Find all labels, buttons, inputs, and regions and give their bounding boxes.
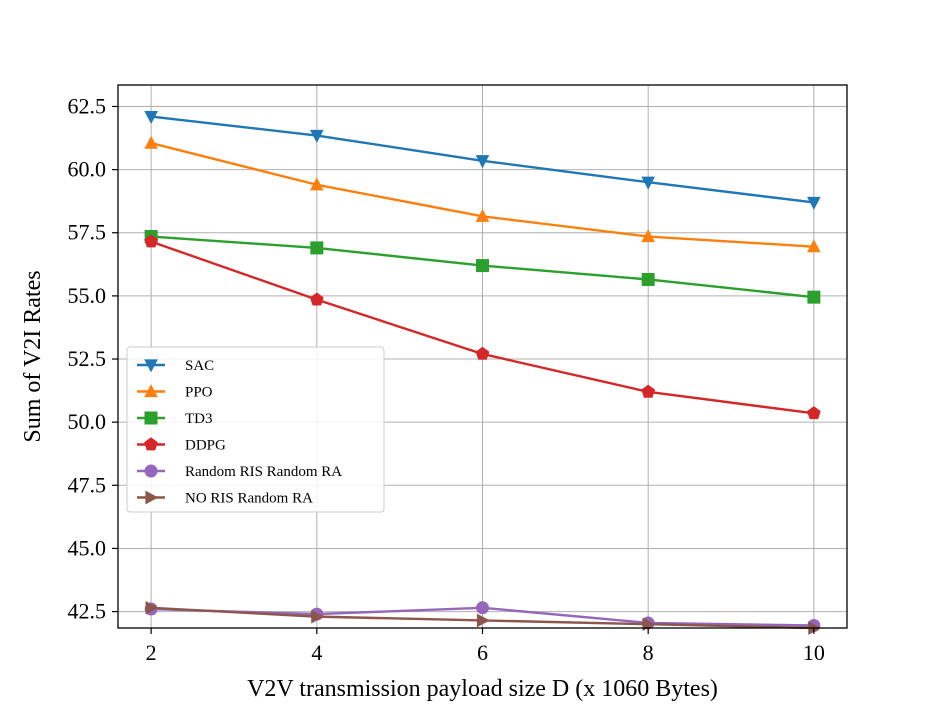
x-tick-label: 10 bbox=[803, 640, 825, 665]
legend-label: DDPG bbox=[185, 438, 226, 454]
y-tick-label: 42.5 bbox=[68, 599, 107, 624]
data-point bbox=[145, 600, 159, 615]
y-axis-label: Sum of V2I Rates bbox=[20, 270, 46, 442]
x-axis-label: V2V transmission payload size D (x 1060 … bbox=[247, 676, 718, 702]
y-tick-label: 57.5 bbox=[68, 220, 107, 245]
data-point bbox=[144, 110, 158, 124]
data-point bbox=[475, 346, 490, 360]
y-tick-label: 55.0 bbox=[68, 283, 107, 308]
series-td3 bbox=[144, 230, 821, 304]
legend-label: TD3 bbox=[185, 411, 213, 427]
x-tick-label: 2 bbox=[146, 640, 157, 665]
y-tick-label: 45.0 bbox=[68, 535, 107, 560]
data-point bbox=[309, 129, 324, 143]
legend-item: DDPG bbox=[137, 437, 226, 454]
data-point bbox=[475, 208, 490, 222]
legend-label: SAC bbox=[185, 358, 214, 374]
x-tick-label: 8 bbox=[643, 640, 654, 665]
legend-marker bbox=[144, 384, 158, 398]
legend-item: Random RIS Random RA bbox=[137, 464, 342, 480]
legend-label: Random RIS Random RA bbox=[185, 464, 342, 480]
legend-marker bbox=[144, 437, 158, 451]
y-tick-label: 47.5 bbox=[68, 472, 107, 497]
data-point bbox=[807, 239, 821, 253]
y-tick-label: 50.0 bbox=[68, 409, 107, 434]
data-point bbox=[476, 601, 489, 615]
data-point bbox=[807, 406, 821, 420]
legend-item: SAC bbox=[137, 358, 214, 374]
data-point bbox=[641, 272, 655, 286]
data-point bbox=[144, 135, 158, 149]
data-point bbox=[641, 229, 656, 243]
data-point bbox=[475, 155, 490, 169]
data-point bbox=[641, 176, 656, 190]
legend-marker bbox=[144, 464, 158, 478]
x-tick-label: 6 bbox=[477, 640, 488, 665]
data-point bbox=[309, 292, 324, 306]
legend-marker bbox=[145, 490, 159, 505]
x-tick-label: 4 bbox=[311, 640, 322, 665]
y-tick-label: 52.5 bbox=[68, 346, 107, 371]
legend-label: NO RIS Random RA bbox=[185, 491, 313, 507]
series-ddpg bbox=[144, 234, 821, 420]
data-point bbox=[476, 259, 489, 273]
legend-item: NO RIS Random RA bbox=[137, 491, 313, 507]
legend-label: PPO bbox=[185, 385, 213, 401]
data-point bbox=[310, 241, 324, 255]
axis-ticks: 2 4 6 8 10 42.5 45.0 47.5 50.0 52.5 55.0 57.5 60.0 62… bbox=[68, 93, 825, 665]
data-point bbox=[144, 234, 158, 248]
data-point bbox=[807, 196, 821, 210]
data-point bbox=[642, 617, 656, 632]
series-ppo bbox=[144, 135, 821, 253]
data-point bbox=[807, 290, 821, 304]
legend-item: TD3 bbox=[137, 411, 213, 427]
data-point bbox=[309, 177, 324, 191]
data-point bbox=[641, 384, 656, 398]
data-point bbox=[476, 613, 490, 628]
series-no-ris-random-ra bbox=[145, 600, 822, 635]
legend-item: PPO bbox=[137, 384, 213, 401]
series-layer bbox=[144, 110, 822, 635]
legend-marker bbox=[144, 411, 158, 425]
legend: SAC PPO TD3 DDPG Random RIS Random RA NO RIS … bbox=[126, 346, 385, 513]
legend-box bbox=[126, 346, 385, 513]
y-tick-label: 60.0 bbox=[68, 157, 107, 182]
series-sac bbox=[144, 110, 821, 210]
y-tick-label: 62.5 bbox=[68, 93, 107, 118]
data-point bbox=[311, 609, 325, 624]
legend-marker bbox=[144, 359, 158, 373]
